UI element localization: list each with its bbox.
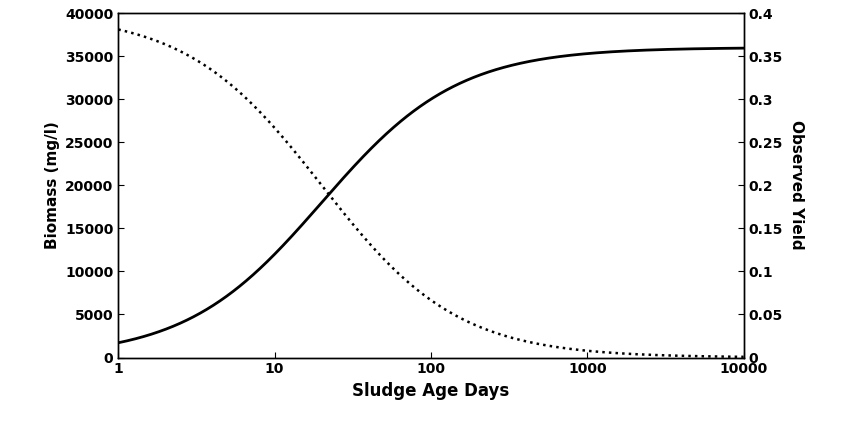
Y-axis label: Biomass (mg/l): Biomass (mg/l): [45, 121, 59, 249]
Y-axis label: Observed Yield: Observed Yield: [787, 120, 803, 250]
X-axis label: Sludge Age Days: Sludge Age Days: [352, 382, 509, 400]
